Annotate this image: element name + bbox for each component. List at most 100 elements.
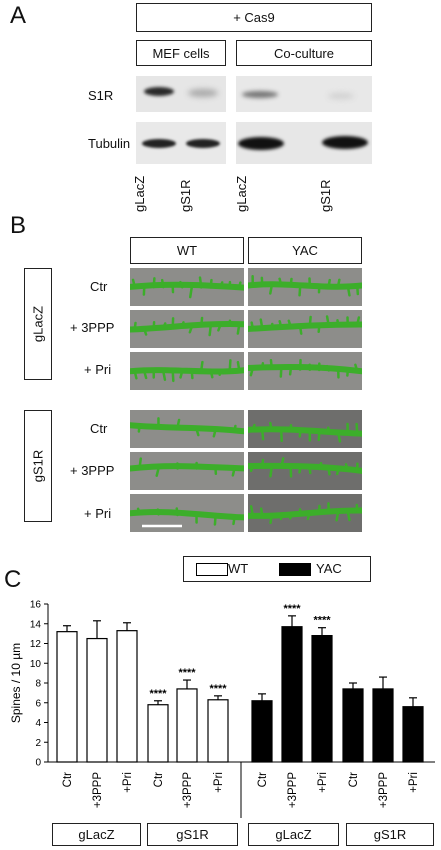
blot-row-label-tubulin: Tubulin — [88, 136, 131, 151]
group-box-glacz: gLacZ — [24, 268, 52, 380]
bar — [402, 706, 424, 763]
y-tick-label: 6 — [35, 698, 41, 709]
blot-coculture-tubulin — [236, 122, 372, 164]
group-box-gs1r: gS1R — [24, 410, 52, 522]
group-box-label: gLacZ — [78, 827, 115, 842]
band — [186, 139, 220, 148]
micro-row-label: + Pri — [84, 362, 112, 377]
dendrite-micrograph — [130, 452, 244, 490]
y-tick-label: 12 — [30, 639, 42, 650]
x-tick-label: +3PPP — [287, 772, 299, 808]
y-tick-label: 16 — [30, 600, 42, 611]
dendrite-micrograph — [248, 452, 362, 490]
group-box-label: gS1R — [176, 827, 209, 842]
x-tick-label: +Pri — [213, 772, 225, 793]
significance-label: **** — [209, 683, 227, 695]
legend-swatch-wt — [196, 563, 228, 576]
dendrite-micrograph — [248, 410, 362, 448]
bar — [281, 626, 303, 763]
bar — [56, 631, 78, 763]
group-box-label: gS1R — [373, 827, 407, 842]
group-box: gS1R — [346, 823, 434, 846]
band — [238, 137, 284, 150]
mef-cells-label: MEF cells — [152, 45, 210, 61]
yac-header-box: YAC — [248, 237, 362, 264]
cas9-box: + Cas9 — [136, 3, 372, 32]
blot-mef-tubulin — [136, 122, 226, 164]
group-box: gLacZ — [248, 823, 339, 846]
y-tick-label: 2 — [35, 738, 41, 749]
group-box: gLacZ — [52, 823, 141, 846]
band — [242, 91, 278, 98]
significance-label: **** — [313, 615, 331, 627]
blot-row-label-s1r: S1R — [88, 88, 114, 103]
micro-row-label: + Pri — [84, 506, 112, 521]
bar — [86, 637, 108, 763]
wt-header-box: WT — [130, 237, 244, 264]
bar — [207, 699, 229, 763]
dendrite-micrograph — [130, 352, 244, 390]
micro-row-label: + 3PPP — [70, 320, 115, 335]
bar — [147, 704, 169, 763]
bar — [251, 700, 273, 763]
yac-header-label: YAC — [292, 243, 318, 258]
panel-b-letter: B — [10, 212, 27, 239]
panel-c-letter: C — [4, 566, 22, 593]
micro-row-label: Ctr — [90, 279, 108, 294]
x-tick-label: +Pri — [408, 772, 420, 793]
significance-label: **** — [149, 688, 167, 700]
coculture-label: Co-culture — [274, 45, 334, 61]
legend-swatch-yac — [279, 563, 311, 576]
dendrite-micrograph — [130, 410, 244, 448]
bar — [342, 688, 364, 763]
y-tick-label: 4 — [35, 718, 41, 729]
band — [144, 87, 174, 96]
bar — [116, 630, 138, 763]
bar — [311, 634, 333, 763]
dendrite-micrograph — [130, 494, 244, 532]
x-tick-label: Ctr — [62, 772, 74, 788]
x-tick-label: Ctr — [153, 772, 165, 788]
coculture-box: Co-culture — [236, 40, 372, 66]
significance-label: **** — [283, 603, 301, 615]
micro-row-label: + 3PPP — [70, 463, 115, 478]
y-tick-label: 8 — [35, 679, 41, 690]
legend-label-wt: WT — [228, 561, 249, 576]
cas9-label: + Cas9 — [233, 10, 275, 25]
micro-row-label: Ctr — [90, 421, 108, 436]
significance-label: **** — [178, 667, 196, 679]
dendrite-micrograph — [130, 310, 244, 348]
x-tick-label: +Pri — [317, 772, 329, 793]
wt-header-label: WT — [176, 243, 198, 258]
group-box: gS1R — [147, 823, 238, 846]
y-axis-label: Spines / 10 µm — [9, 643, 23, 723]
dendrite-micrograph — [248, 352, 362, 390]
x-tick-label: Ctr — [348, 772, 360, 788]
blot-coculture-s1r — [236, 76, 372, 112]
band — [322, 136, 368, 149]
band — [328, 93, 354, 99]
y-tick-label: 14 — [30, 619, 42, 630]
x-tick-label: +3PPP — [92, 772, 104, 808]
band — [142, 139, 176, 148]
dendrite-micrograph — [248, 310, 362, 348]
bar — [176, 688, 198, 763]
group-box-label: gLacZ — [275, 827, 312, 842]
dendrite-micrograph — [130, 268, 244, 306]
panel-a-letter: A — [10, 2, 27, 29]
band — [188, 89, 218, 97]
y-tick-label: 0 — [35, 758, 41, 769]
legend-box: WT YAC — [183, 556, 371, 582]
bar — [372, 688, 394, 763]
dendrite-micrograph — [248, 268, 362, 306]
x-tick-label: +3PPP — [378, 772, 390, 808]
y-tick-label: 10 — [30, 659, 42, 670]
dendrite-micrograph — [248, 494, 362, 532]
x-tick-label: +3PPP — [182, 772, 194, 808]
mef-cells-box: MEF cells — [136, 40, 226, 66]
blot-mef-s1r — [136, 76, 226, 112]
legend-label-yac: YAC — [316, 561, 342, 576]
x-tick-label: Ctr — [257, 772, 269, 788]
x-tick-label: +Pri — [122, 772, 134, 793]
